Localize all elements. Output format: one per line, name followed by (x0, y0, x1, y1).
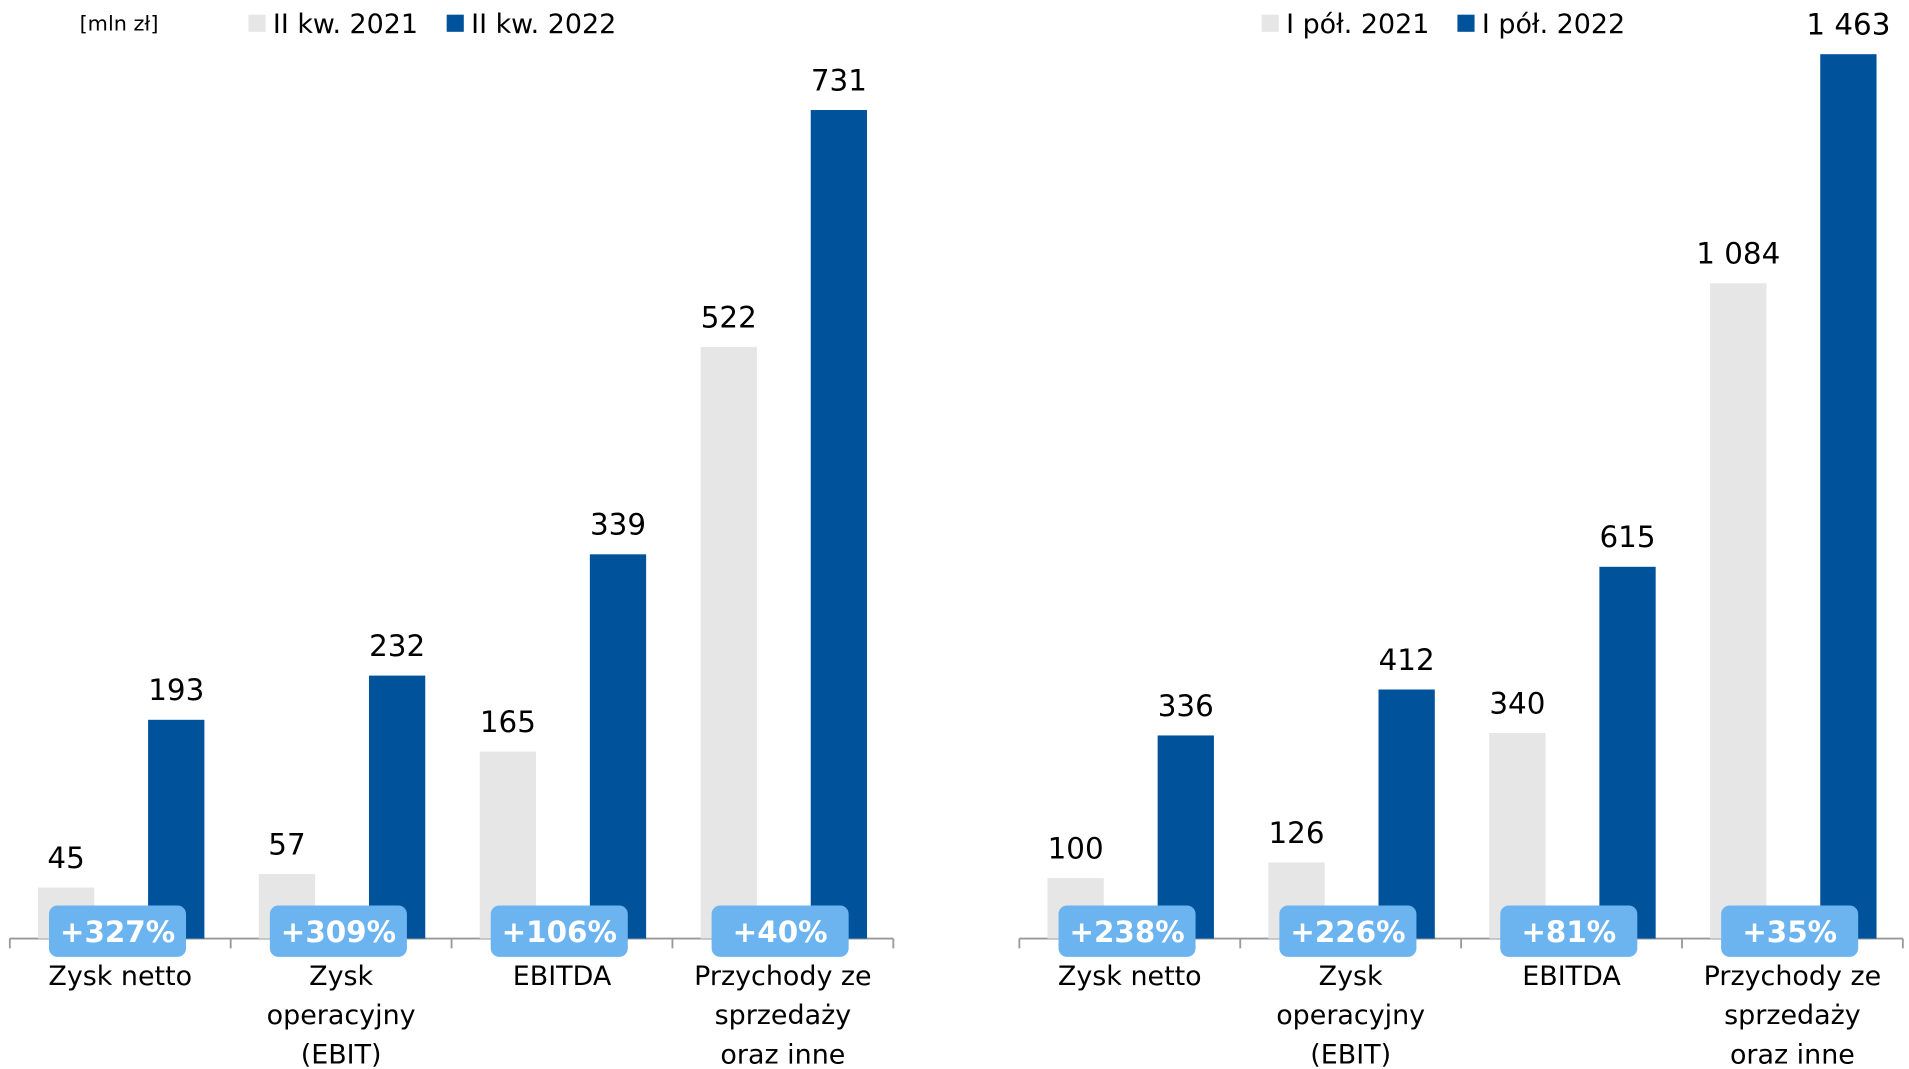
x-tick-label: Przychody ze sprzedaży oraz inne dochody (694, 961, 872, 1069)
legend-label: II kw. 2021 (273, 9, 418, 40)
value-label: 193 (148, 673, 204, 707)
value-label: 1 084 (1696, 237, 1780, 271)
category-box: EBITDA (1522, 961, 1621, 993)
change-badge (490, 905, 628, 957)
change-badge (269, 905, 407, 957)
legend-swatch (248, 14, 266, 32)
x-tick-label: Zysk operacyjny (EBIT) (1276, 961, 1426, 1069)
value-label: 165 (480, 705, 536, 739)
change-label: +238% (1069, 915, 1184, 949)
category-box: Zysk operacyjny (EBIT) (1276, 961, 1426, 1069)
x-tick-label: Zysk netto (1057, 961, 1202, 993)
x-tick-label: Zysk netto (48, 961, 193, 993)
bar (1599, 566, 1656, 939)
value-label: 126 (1268, 816, 1324, 850)
x-tick-label: EBITDA (1522, 961, 1621, 993)
bar (1820, 54, 1877, 939)
bar (1489, 733, 1546, 939)
bar (148, 719, 205, 939)
change-badge (1058, 905, 1196, 957)
change-badge (1721, 905, 1859, 957)
value-label: 1 463 (1806, 8, 1890, 42)
x-tick-label: Przychody ze sprzedaży oraz inne dochody (1703, 961, 1882, 1069)
legend-label: I pół. 2021 (1286, 9, 1429, 40)
legend-label: I pół. 2022 (1482, 9, 1625, 40)
category-box: Przychody ze sprzedaży oraz inne dochody (1703, 961, 1882, 1069)
change-badge (1279, 905, 1417, 957)
change-label: +81% (1521, 915, 1616, 949)
change-badge (711, 905, 849, 957)
value-label: 340 (1489, 686, 1545, 720)
category-box: Zysk netto (48, 961, 193, 993)
value-label: 100 (1048, 832, 1104, 866)
change-label: +40% (733, 915, 828, 949)
change-label: +226% (1290, 915, 1405, 949)
bar (368, 675, 426, 939)
x-tick-label: Zysk operacyjny (EBIT) (266, 961, 416, 1069)
change-label: +309% (281, 915, 396, 949)
legend-swatch (1457, 14, 1475, 32)
unit-label: [mln zł] (80, 12, 159, 36)
value-label: 45 (47, 841, 84, 875)
change-label: +106% (502, 915, 617, 949)
bar (1157, 735, 1214, 939)
value-label: 57 (268, 827, 305, 861)
change-badge (48, 905, 187, 957)
bar (810, 110, 868, 939)
bar (1378, 689, 1435, 939)
value-label: 339 (590, 508, 646, 542)
category-box: Zysk netto (1057, 961, 1202, 993)
category-box: Zysk operacyjny (EBIT) (266, 961, 416, 1069)
value-label: 615 (1599, 520, 1655, 554)
change-label: +327% (60, 915, 175, 949)
value-label: 412 (1379, 643, 1435, 677)
category-box: EBITDA (512, 961, 612, 993)
bar (589, 554, 647, 939)
value-label: 522 (701, 300, 757, 334)
value-label: 336 (1158, 689, 1214, 723)
value-label: 232 (369, 629, 425, 663)
bar (700, 346, 757, 939)
change-badge (1500, 905, 1638, 957)
legend-swatch (446, 14, 464, 32)
category-box: Przychody ze sprzedaży oraz inne dochody (694, 961, 872, 1069)
legend-label: II kw. 2022 (471, 9, 616, 40)
value-label: 731 (811, 63, 867, 97)
x-tick-label: EBITDA (512, 961, 612, 993)
legend-swatch (1261, 14, 1279, 32)
change-label: +35% (1742, 915, 1837, 949)
bar (1710, 283, 1767, 939)
